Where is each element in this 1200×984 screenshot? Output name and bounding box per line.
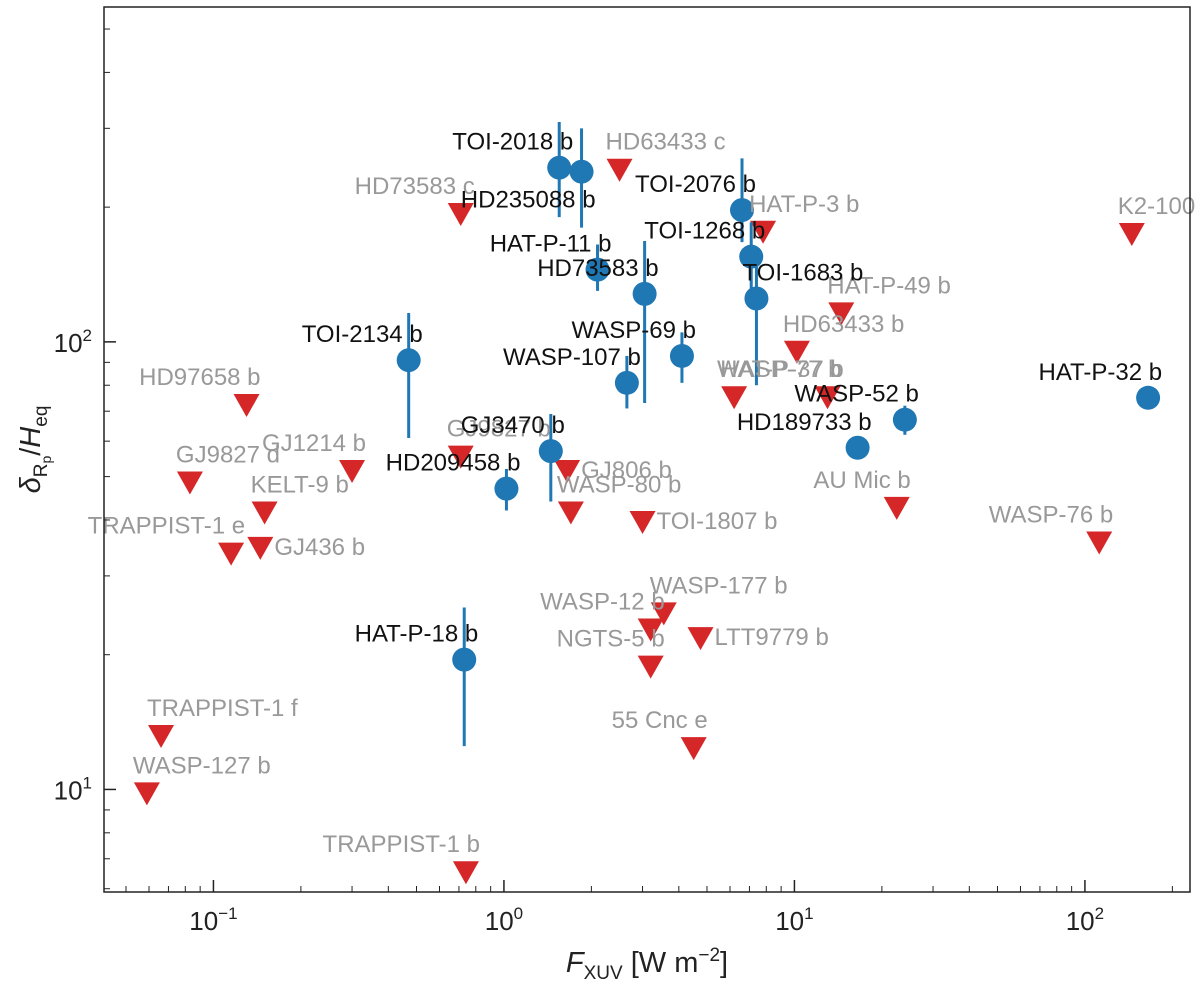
upper-limit-marker-wasp-127-b	[133, 782, 160, 806]
limit-label-wasp-127-b: WASP-127 b	[133, 752, 271, 779]
limit-label-ngts-5-b: NGTS-5 b	[557, 626, 665, 653]
upper-limit-marker-hd97658-b	[233, 394, 260, 418]
detection-label-toi-1683-b: TOI-1683 b	[742, 259, 863, 286]
upper-limit-marker-ngts-5-b	[637, 655, 664, 679]
detection-marker-gj3470-b	[538, 439, 563, 464]
detection-label-wasp-69-b: WASP-69 b	[571, 317, 696, 344]
limit-label-k2-100-b: K2-100 b	[1118, 193, 1200, 220]
limit-label-trappist-1-b: TRAPPIST-1 b	[323, 831, 480, 858]
detection-label-toi-2134-b: TOI-2134 b	[302, 321, 423, 348]
y-tick-label: 102	[54, 326, 92, 358]
detection-marker-wasp-52-b	[892, 407, 917, 432]
upper-limit-marker-wasp-12-b	[637, 618, 664, 642]
limit-label-toi-1807-b: TOI-1807 b	[657, 508, 778, 535]
limit-label-hat-p-3-b: HAT-P-3 b	[749, 191, 859, 218]
limit-label-hd73583-c: HD73583 c	[355, 173, 475, 200]
limit-label-gj9827-d: GJ9827 d	[176, 442, 280, 469]
detection-label-hd209458-b: HD209458 b	[386, 450, 521, 477]
limit-label-wasp-80-b: WASP-80 b	[557, 471, 682, 498]
limit-label-trappist-1-e: TRAPPIST-1 e	[88, 513, 245, 540]
limit-label-trappist-1-f: TRAPPIST-1 f	[147, 695, 298, 722]
detection-marker-toi-2134-b	[396, 348, 421, 373]
detection-marker-hd209458-b	[494, 476, 519, 501]
limit-label-wasp-177-b: WASP-177 b	[650, 572, 788, 599]
upper-limit-marker-hat-p-37-b	[721, 386, 748, 410]
upper-limit-marker-ltt9779-b	[687, 627, 714, 651]
upper-limit-marker-gj436-b	[247, 536, 274, 560]
detection-label-hd73583-b: HD73583 b	[537, 255, 658, 282]
limit-label-55-cnc-e: 55 Cnc e	[612, 707, 708, 734]
upper-limit-marker-hd63433-b	[783, 340, 810, 364]
detection-marker-hat-p-32-b	[1136, 385, 1161, 410]
upper-limit-marker-hd73583-c	[447, 203, 474, 227]
upper-limit-marker-k2-100-b	[1118, 222, 1145, 246]
limit-label-gj1214-b: GJ1214 b	[262, 430, 366, 457]
x-tick-label: 10−1	[189, 904, 237, 936]
x-axis-title: FXUV [W m−2]	[566, 945, 728, 984]
limit-label-au-mic-b: AU Mic b	[813, 467, 910, 494]
limit-label-hat-p-49-b: HAT-P-49 b	[827, 272, 951, 299]
limit-label-hat-p-37-b: HAT-P-37 b	[720, 356, 844, 383]
detection-marker-hd73583-b	[632, 281, 657, 306]
axes: 10−1 100 101 102 101 102 FXUV [W m−2] δRp/Heq	[15, 6, 1191, 984]
limit-label-hd63433-c: HD63433 c	[606, 129, 726, 156]
upper-limit-marker-hat-p-49-b	[828, 302, 855, 326]
detection-label-wasp-52-b: WASP-52 b	[794, 381, 919, 408]
upper-limit-marker-55-cnc-e	[680, 737, 707, 761]
detection-marker-hd235088-b	[569, 159, 594, 184]
limit-label-gj806-b: GJ806 b	[581, 457, 672, 484]
detection-label-hd189733-b: HD189733 b	[737, 409, 872, 436]
detection-marker-wasp-107-b	[614, 370, 639, 395]
detection-marker-hat-p-18-b	[452, 647, 477, 672]
upper-limit-marker-gj806-b	[554, 459, 581, 483]
detection-label-toi-1268-b: TOI-1268 b	[644, 218, 765, 245]
detection-label-hat-p-32-b: HAT-P-32 b	[1038, 359, 1162, 386]
x-tick-label: 100	[485, 904, 523, 936]
detection-marker-hat-p-11-b	[585, 257, 610, 282]
detection-marker-toi-2018-b	[547, 155, 572, 180]
limit-label-kelt-9-b: KELT-9 b	[251, 471, 349, 498]
detection-marker-toi-1683-b	[744, 286, 769, 311]
detection-label-gj3470-b: GJ3470 b	[461, 412, 565, 439]
detection-marker-wasp-69-b	[669, 343, 694, 368]
upper-limit-marker-trappist-1-f	[148, 725, 175, 749]
upper-limit-marker-wasp-177-b	[650, 602, 677, 626]
detection-label-toi-2018-b: TOI-2018 b	[452, 129, 573, 156]
upper-limit-marker-trappist-1-b	[452, 861, 479, 885]
upper-limit-marker-kelt-9-b	[251, 501, 278, 525]
detection-label-wasp-107-b: WASP-107 b	[503, 344, 641, 371]
upper-limit-marker-gj1214-b	[339, 459, 366, 483]
plot-frame	[103, 6, 1191, 893]
limit-label-wasp-76-b: WASP-76 b	[989, 501, 1114, 528]
upper-limit-marker-wasp-80-b	[557, 501, 584, 525]
y-tick-label: 101	[54, 773, 92, 805]
limit-label-wasp-12-b: WASP-12 b	[540, 589, 665, 616]
detection-label-hd235088-b: HD235088 b	[461, 187, 596, 214]
limit-label-hd63433-b: HD63433 b	[783, 311, 904, 338]
upper-limit-marker-toi-1807-b	[629, 510, 656, 534]
upper-limit-marker-au-mic-b	[883, 496, 910, 520]
y-axis-title: δRp/Heq	[15, 406, 54, 494]
limit-label-wasp-77-b: WASP-77 b	[717, 356, 842, 383]
detection-marker-hd189733-b	[845, 435, 870, 460]
detection-marker-toi-2076-b	[730, 198, 755, 223]
upper-limit-marker-wasp-76-b	[1086, 531, 1113, 555]
upper-limit-marker-gj9827-d	[176, 471, 203, 495]
limit-label-gj436-b: GJ436 b	[274, 534, 365, 561]
plot-area: HD63433 c HD73583 c HAT-P-3 b K2-100 b HAT-P…	[88, 121, 1200, 885]
limit-label-ltt9779-b: LTT9779 b	[715, 624, 829, 651]
upper-limit-marker-hat-p-3-b	[750, 220, 777, 244]
detection-label-toi-2076-b: TOI-2076 b	[635, 171, 756, 198]
upper-limit-marker-hd63433-c	[606, 158, 633, 182]
x-tick-label: 101	[775, 904, 813, 936]
limit-label-gj9827-b: GJ9827 b	[447, 416, 551, 443]
limit-label-hd97658-b: HD97658 b	[139, 364, 260, 391]
x-tick-label: 102	[1066, 904, 1104, 936]
upper-limit-marker-gj9827-b	[447, 445, 474, 469]
detection-label-hat-p-11-b: HAT-P-11 b	[490, 231, 612, 258]
upper-limit-marker-wasp-77-b	[814, 386, 841, 410]
detection-label-hat-p-18-b: HAT-P-18 b	[355, 621, 479, 648]
upper-limit-marker-trappist-1-e	[218, 542, 245, 566]
